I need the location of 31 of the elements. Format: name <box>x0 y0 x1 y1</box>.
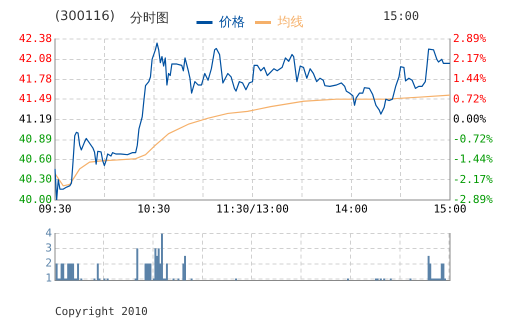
y-tick-label: 40.30 <box>18 172 52 186</box>
text: 15:00 <box>383 9 420 23</box>
y2-tick-label: 0.00% <box>453 112 486 126</box>
y-tick-label: 1 <box>45 272 52 285</box>
text: Copyright 2010 <box>55 305 148 318</box>
y2-tick-label: 2.17% <box>453 52 486 65</box>
y-tick-label: 41.78 <box>18 72 52 86</box>
y2-tick-label: -2.17% <box>453 172 494 186</box>
y-tick-label: 4 <box>45 226 52 240</box>
x-tick-label: 15:00 <box>433 202 467 216</box>
y-tick-label: 40.89 <box>18 132 52 146</box>
legend-label: 均线 <box>276 14 304 30</box>
y-tick-label: 2 <box>45 256 52 270</box>
y-tick-label: 41.49 <box>18 92 52 106</box>
y-tick-label: 42.38 <box>18 32 52 45</box>
y2-tick-label: -1.44% <box>453 152 494 166</box>
x-tick-label: 14:00 <box>334 202 368 216</box>
y-tick-label: 3 <box>45 242 52 255</box>
y-tick-label: 42.08 <box>18 52 52 66</box>
y2-tick-label: 0.72% <box>453 92 486 106</box>
chart-subtitle: 分时图 <box>130 10 169 27</box>
y2-tick-label: 1.44% <box>453 72 486 86</box>
y2-tick-label: 2.89% <box>453 32 486 45</box>
x-tick-label: 10:30 <box>137 202 170 216</box>
y-tick-label: 40.60 <box>18 152 52 166</box>
y-tick-label: 41.19 <box>18 112 52 126</box>
x-tick-label: 09:30 <box>38 202 72 216</box>
chart-title: (300116) <box>55 9 115 24</box>
legend-label: 价格 <box>218 14 245 30</box>
y2-tick-label: -0.72% <box>453 132 494 146</box>
x-tick-label: 11:30/13:00 <box>216 202 289 216</box>
